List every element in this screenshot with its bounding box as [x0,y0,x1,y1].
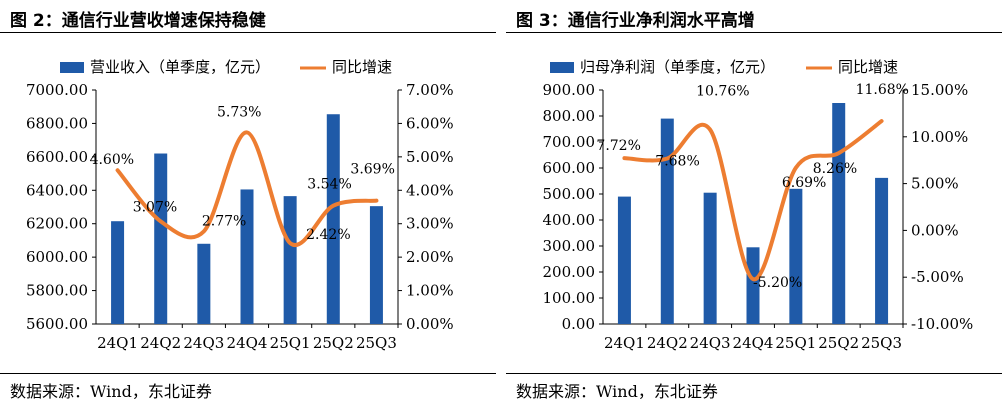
x-tick-label: 25Q1 [775,334,816,352]
figure-title: 图 3：通信行业净利润水平高增 [516,11,755,31]
left-tick-label: 500.00 [543,185,596,203]
bar [832,103,846,324]
data-label: 5.73% [217,104,261,120]
data-label: 11.68% [856,82,909,98]
x-tick-label: 24Q4 [227,334,268,352]
bar [240,189,254,324]
bar [746,247,760,324]
chart-panel-revenue: 图 2：通信行业营收增速保持稳健 营业收入（单季度，亿元） 同比增速 7000.00… [0,0,496,406]
left-tick-label: 700.00 [543,133,596,151]
data-label: 4.60% [90,152,134,168]
x-tick-label: 24Q1 [604,334,645,352]
right-tick-label: 5.00% [911,175,959,193]
left-tick-label: 0.00 [562,315,595,333]
legend-bar-swatch [550,62,574,73]
x-tick-label: 24Q3 [690,334,731,352]
left-tick-label: 300.00 [543,237,596,255]
left-tick-label: 6800.00 [26,114,88,132]
left-tick-label: 7000.00 [26,81,88,99]
left-tick-label: 6200.00 [26,215,88,233]
right-tick-label: 4.00% [406,181,454,199]
data-label: 2.77% [202,213,246,229]
data-label: 7.72% [596,138,640,154]
bar [875,177,889,324]
revenue-chart: 营业收入（单季度，亿元） 同比增速 7000.00 6800.00 6600.00 640… [26,58,454,352]
x-tick-label: 24Q1 [97,334,138,352]
source-note: 数据来源：Wind，东北证券 [10,382,212,401]
title-rule [506,32,1002,33]
x-tick-label: 25Q2 [818,334,859,352]
right-tick-label: 7.00% [406,81,454,99]
source-rule [506,373,1002,374]
data-label: 3.69% [350,162,394,178]
right-tick-label: -5.00% [911,268,964,286]
bar [789,188,803,324]
x-tick-label: 24Q2 [647,334,688,352]
right-tick-label: 2.00% [406,248,454,266]
data-label: -5.20% [753,275,802,291]
legend-line-label: 同比增速 [838,58,898,76]
left-tick-label: 6400.00 [26,181,88,199]
left-tick-label: 200.00 [543,263,596,281]
profit-chart: 归母净利润（单季度，亿元） 同比增速 900.00 800.00 700.00 600.0… [543,58,974,352]
bar [660,118,674,324]
x-tick-label: 25Q2 [313,334,354,352]
right-tick-label: 0.00% [406,315,454,333]
x-tick-label: 24Q3 [183,334,224,352]
growth-line [622,119,884,282]
right-tick-label: -10.00% [911,315,973,333]
data-label: 8.26% [813,161,857,177]
right-tick-label: 10.00% [911,128,968,146]
bar [617,196,631,324]
legend-bar-swatch [60,62,84,73]
left-tick-label: 5800.00 [26,282,88,300]
left-tick-label: 400.00 [543,211,596,229]
title-rule [0,32,496,33]
source-rule [0,373,496,374]
bar [197,243,211,324]
source-note: 数据来源：Wind，东北证券 [516,382,718,401]
x-tick-label: 24Q4 [733,334,774,352]
legend-bar-label: 归母净利润（单季度，亿元） [580,58,775,76]
data-label: 3.54% [307,177,351,193]
right-tick-label: 5.00% [406,148,454,166]
data-label: 7.68% [655,154,699,170]
chart-panel-profit: 图 3：通信行业净利润水平高增 归母净利润（单季度，亿元） 同比增速 900.00 8… [506,0,1002,406]
legend-bar-label: 营业收入（单季度，亿元） [90,58,270,76]
figure-title: 图 2：通信行业营收增速保持稳健 [10,11,266,31]
right-tick-label: 3.00% [406,215,454,233]
right-tick-label: 1.00% [406,282,454,300]
right-tick-label: 0.00% [911,221,959,239]
x-tick-label: 25Q1 [270,334,311,352]
left-tick-label: 100.00 [543,289,596,307]
bar [154,153,168,324]
left-tick-label: 6000.00 [26,248,88,266]
right-tick-label: 6.00% [406,114,454,132]
bar [283,196,297,324]
growth-line [115,130,379,248]
left-tick-label: 900.00 [543,81,596,99]
bar [111,221,125,324]
left-tick-label: 5600.00 [26,315,88,333]
data-label: 3.07% [133,199,177,215]
data-label: 2.42% [306,227,350,243]
data-label: 6.69% [782,175,826,191]
left-tick-label: 6600.00 [26,148,88,166]
left-tick-label: 600.00 [543,159,596,177]
data-label: 10.76% [696,84,749,100]
legend-line-label: 同比增速 [332,58,392,76]
bar [703,192,717,324]
bar [326,114,340,324]
right-tick-label: 15.00% [911,81,968,99]
x-tick-label: 24Q2 [140,334,181,352]
left-tick-label: 800.00 [543,107,596,125]
bar [369,206,383,324]
x-tick-label: 25Q3 [356,334,397,352]
x-tick-label: 25Q3 [861,334,902,352]
